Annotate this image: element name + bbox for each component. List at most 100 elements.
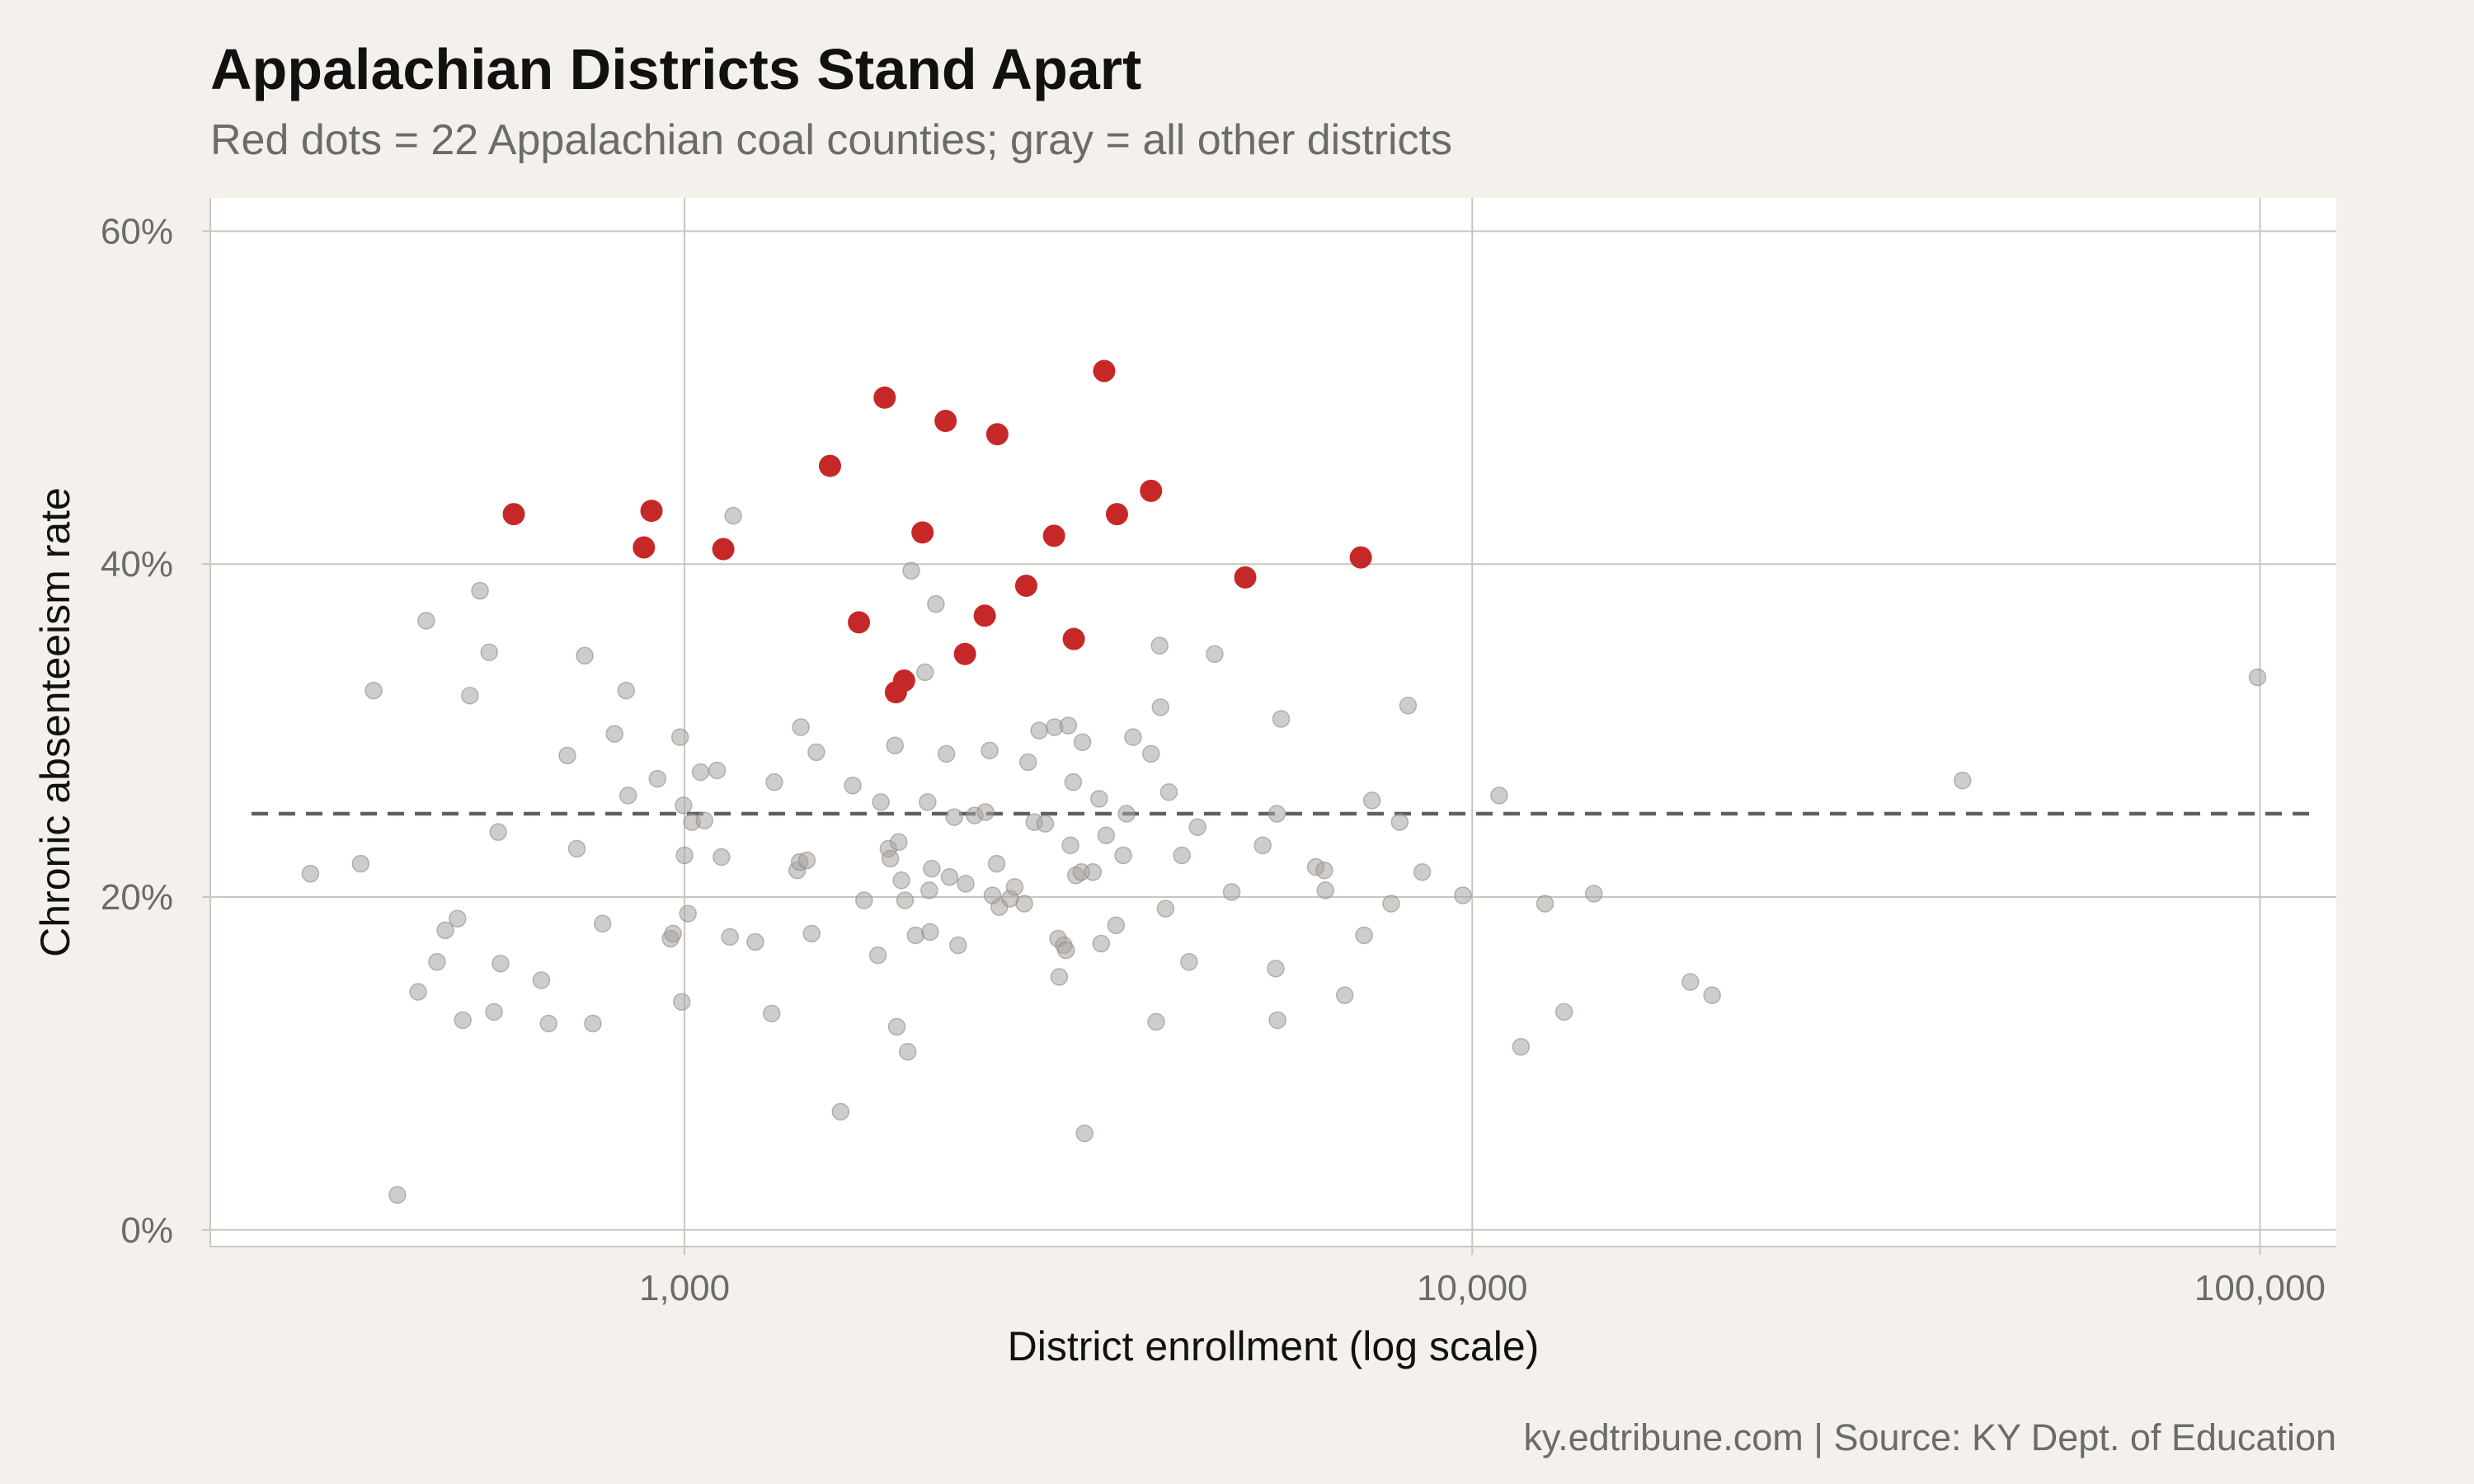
district-point (906, 926, 925, 945)
district-point (713, 848, 731, 866)
appalachian-district-point (892, 669, 915, 693)
district-point (584, 1014, 602, 1033)
district-point (1536, 895, 1554, 913)
district-point (721, 928, 739, 946)
district-point (1681, 973, 1700, 991)
district-point (1454, 886, 1472, 904)
district-point (1061, 836, 1079, 855)
district-point (480, 643, 498, 661)
district-point (1173, 846, 1191, 865)
district-point (868, 946, 887, 965)
district-point (746, 932, 764, 951)
district-point (1056, 941, 1075, 960)
district-point (902, 561, 920, 580)
district-point (1092, 934, 1111, 953)
district-point (1399, 697, 1418, 715)
district-point (1064, 773, 1083, 791)
district-point (301, 864, 320, 883)
district-point (409, 983, 427, 1001)
district-point (920, 881, 938, 899)
district-point (695, 811, 713, 829)
district-point (1151, 698, 1169, 716)
district-point (461, 686, 479, 705)
district-point (485, 1003, 503, 1021)
appalachian-district-point (1234, 566, 1257, 589)
district-point (1267, 960, 1285, 978)
district-point (1018, 753, 1037, 772)
district-point (919, 793, 937, 811)
district-point (724, 506, 742, 525)
x-tick-label: 10,000 (1417, 1268, 1528, 1308)
district-point (1315, 861, 1333, 880)
tick-labels: 1,000 10,000 100,000 0% 20% 40% 60% (101, 211, 2326, 1308)
appalachian-district-point (640, 500, 663, 523)
source-caption: ky.edtribune.com | Source: KY Dept. of E… (1523, 1416, 2336, 1458)
x-tick-label: 1,000 (639, 1268, 730, 1308)
district-point (1015, 895, 1033, 913)
district-point (896, 891, 915, 909)
y-tick-label: 20% (101, 877, 173, 918)
y-tick-label: 0% (120, 1210, 173, 1251)
district-point (1390, 813, 1409, 831)
district-point (1253, 836, 1272, 855)
district-point (428, 952, 446, 971)
appalachian-district-point (1062, 627, 1085, 650)
district-point (1268, 1011, 1286, 1030)
district-point (449, 909, 467, 928)
district-point (987, 854, 1006, 873)
appalachian-district-point (985, 423, 1009, 446)
gridlines (210, 198, 2336, 1247)
district-point (889, 833, 908, 852)
district-point (1147, 1012, 1165, 1031)
district-point (388, 1186, 407, 1205)
district-point (618, 787, 637, 805)
district-point (1084, 862, 1103, 881)
district-point (471, 581, 489, 600)
appalachian-district-point (1349, 546, 1372, 569)
appalachian-district-point (712, 538, 735, 561)
district-point (802, 924, 821, 943)
appalachian-district-point (848, 611, 871, 634)
appalachian-district-point (973, 604, 996, 627)
appalachian-districts-points (502, 359, 1372, 704)
district-point (532, 971, 551, 989)
district-point (675, 846, 694, 865)
district-point (679, 904, 697, 923)
x-tick-label: 100,000 (2194, 1268, 2326, 1308)
district-point (881, 849, 900, 868)
appalachian-district-point (911, 521, 934, 544)
district-point (1362, 791, 1381, 810)
district-point (1159, 783, 1178, 801)
district-point (691, 763, 710, 782)
district-point (1107, 916, 1126, 935)
district-point (539, 1014, 557, 1033)
district-point (672, 993, 691, 1011)
district-point (1156, 899, 1175, 918)
appalachian-district-point (1105, 503, 1128, 526)
district-point (492, 955, 510, 973)
district-point (1382, 895, 1400, 913)
district-point (351, 854, 370, 873)
district-point (489, 823, 507, 842)
district-point (923, 859, 941, 878)
district-point (887, 1017, 906, 1036)
district-point (605, 725, 623, 743)
district-point (1335, 986, 1354, 1004)
axes (202, 198, 2336, 1255)
district-point (1005, 878, 1024, 896)
district-point (1268, 805, 1286, 823)
district-point (921, 923, 939, 942)
district-point (1512, 1037, 1531, 1056)
appalachian-district-point (1014, 574, 1037, 597)
district-point (648, 769, 667, 788)
district-point (940, 868, 959, 886)
district-point (898, 1043, 917, 1061)
district-point (617, 681, 635, 700)
district-point (670, 728, 689, 746)
district-point (1090, 790, 1108, 808)
district-point (915, 663, 934, 682)
district-point (593, 914, 612, 933)
district-point (765, 773, 783, 791)
